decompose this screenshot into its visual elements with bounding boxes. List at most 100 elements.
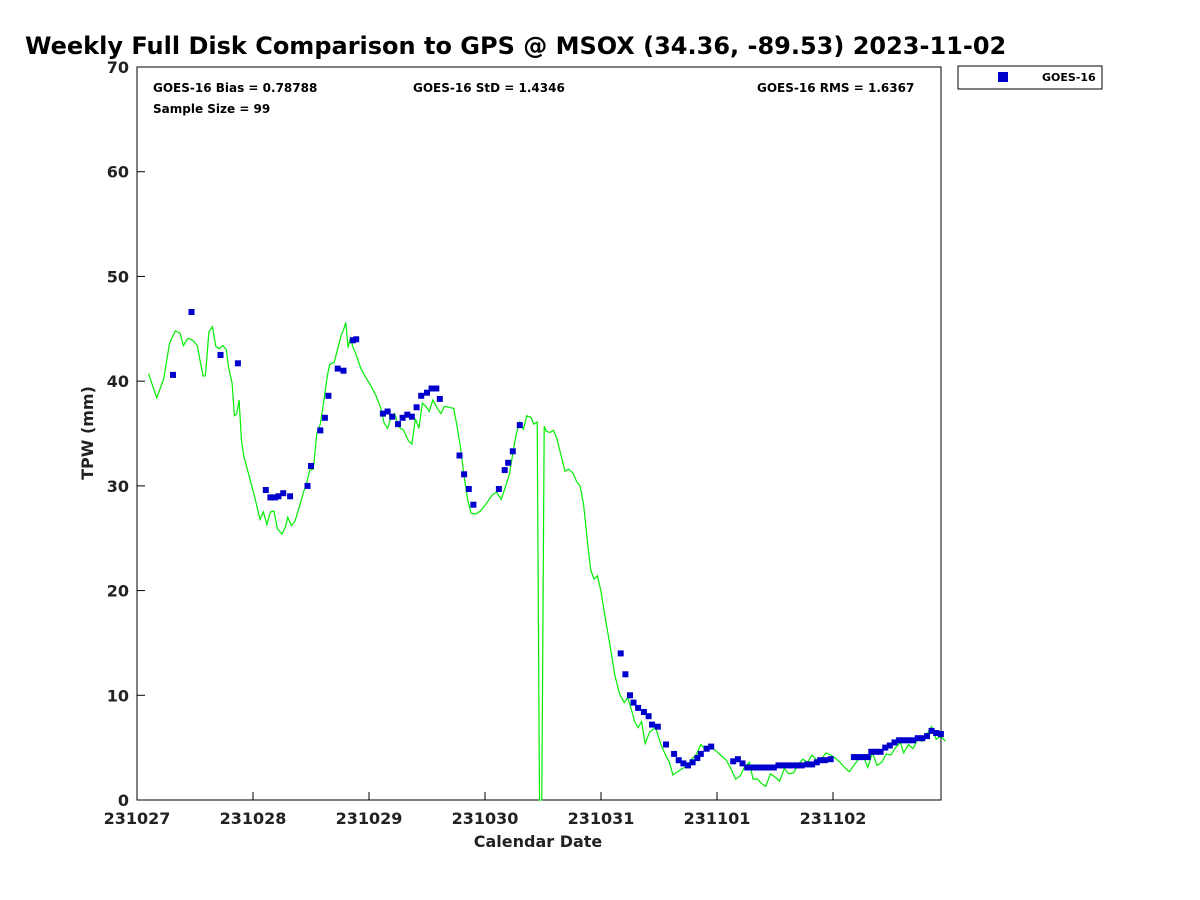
goes-data-point: [730, 758, 737, 765]
goes-data-point: [766, 764, 773, 771]
y-tick-label: 10: [107, 686, 129, 705]
goes-data-point: [353, 336, 360, 343]
goes-data-point: [321, 414, 328, 421]
goes-data-point: [817, 757, 824, 764]
goes-data-point: [762, 764, 769, 771]
goes-data-point: [671, 750, 678, 757]
goes-data-point: [855, 754, 862, 761]
goes-data-point: [914, 735, 921, 742]
y-axis: 0 10 20 30 40 50 60 70: [107, 58, 145, 810]
goes-data-point: [694, 755, 701, 762]
x-tick-label: 231028: [220, 809, 287, 828]
y-tick-label: 70: [107, 58, 129, 77]
goes-data-point: [780, 762, 787, 769]
goes-data-point: [813, 759, 820, 766]
goes-data-point: [304, 482, 311, 489]
y-axis-label: TPW (mm): [78, 386, 97, 480]
goes-data-point: [734, 756, 741, 763]
goes-data-point: [622, 671, 629, 678]
legend: GOES-16: [957, 65, 1103, 90]
goes-data-point: [680, 760, 687, 767]
goes-data-point: [465, 486, 472, 492]
goes-data-point: [804, 761, 811, 768]
goes-data-point: [287, 493, 294, 500]
goes-data-point: [272, 494, 278, 501]
goes-data-point: [798, 762, 805, 769]
goes-data-point: [872, 748, 879, 755]
goes-data-point: [505, 459, 512, 466]
goes-data-point: [794, 762, 800, 769]
goes-data-point: [645, 713, 652, 720]
goes-data-point: [495, 486, 502, 492]
goes-data-point: [675, 757, 682, 764]
goes-data-point: [689, 759, 696, 766]
goes-data-point: [784, 762, 791, 769]
goes-data-point: [753, 764, 760, 771]
goes-data-point: [627, 692, 633, 699]
goes-data-point: [340, 367, 347, 374]
goes-data-point: [882, 744, 889, 751]
goes-data-point: [404, 411, 411, 418]
goes-data-point: [170, 371, 176, 378]
goes-data-point: [428, 385, 435, 392]
goes-data-point: [758, 764, 765, 771]
goes-data-point: [516, 422, 523, 429]
x-axis: 231027 231028 231029 231030 231031 231101 2311…: [104, 792, 867, 828]
goes-data-point: [860, 754, 867, 761]
goes-data-point: [910, 737, 916, 744]
rms-stat: GOES-16 RMS = 1.6367: [757, 81, 914, 95]
goes-data-point: [640, 709, 647, 715]
goes-data-point: [654, 723, 661, 730]
goes-data-point: [809, 761, 816, 768]
goes-data-point: [924, 733, 930, 740]
x-tick-label: 231102: [800, 809, 867, 828]
goes-data-point: [456, 452, 463, 459]
x-tick-label: 231031: [568, 809, 635, 828]
x-tick-label: 231029: [336, 809, 403, 828]
legend-marker-goes-16: [998, 72, 1008, 82]
goes-data-point: [433, 385, 440, 392]
goes-data-point: [267, 494, 274, 501]
goes-data-point: [933, 730, 940, 736]
goes-data-point: [877, 748, 884, 755]
goes-data-point: [891, 739, 898, 746]
goes-data-point: [418, 392, 425, 399]
goes-data-point: [748, 764, 755, 771]
goes-data-point: [413, 404, 420, 411]
goes-data-point: [896, 737, 903, 744]
goes-data-point: [509, 448, 516, 455]
goes-data-point: [424, 389, 430, 396]
goes-data-point: [703, 745, 710, 752]
goes-data-point: [470, 501, 477, 508]
goes-data-point: [617, 650, 624, 657]
goes-data-point: [234, 360, 241, 367]
goes-data-point: [900, 737, 907, 744]
goes-data-point: [436, 395, 443, 402]
gps-series-line: [148, 322, 946, 801]
goes-data-point: [408, 413, 415, 420]
goes-data-point: [850, 754, 857, 761]
chart-title: Weekly Full Disk Comparison to GPS @ MSO…: [25, 32, 1006, 60]
goes-data-point: [864, 754, 871, 761]
goes-data-point: [280, 490, 287, 497]
y-tick-label: 60: [107, 163, 129, 182]
y-tick-label: 20: [107, 582, 129, 601]
goes-data-point: [461, 471, 468, 478]
goes-data-point: [334, 365, 341, 372]
goes-data-point: [349, 337, 356, 344]
goes-data-point: [744, 764, 751, 771]
goes-data-point: [379, 410, 386, 417]
y-tick-label: 0: [118, 791, 129, 810]
goes-data-point: [685, 762, 691, 769]
goes-data-point: [384, 408, 391, 415]
goes-data-point: [868, 748, 875, 755]
goes-data-point: [308, 463, 314, 469]
goes-data-point: [821, 757, 828, 764]
x-axis-label: Calendar Date: [474, 832, 603, 851]
goes-data-point: [919, 735, 926, 742]
y-tick-label: 40: [107, 372, 129, 391]
goes-data-point: [708, 743, 715, 750]
goes-data-point: [188, 309, 195, 315]
legend-box: [957, 65, 1103, 90]
